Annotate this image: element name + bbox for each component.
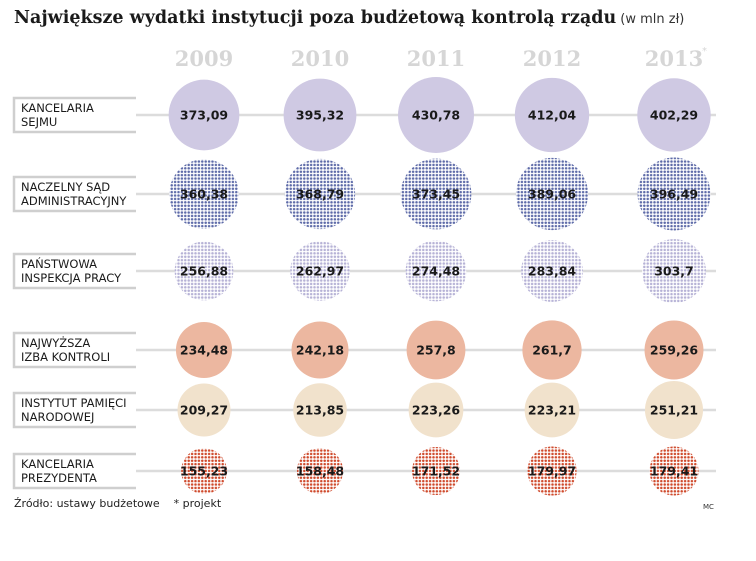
value-label-instytut-pamie-ci-narodowej-2012: 223,21: [528, 403, 576, 418]
bubble-naczelny-sa-d-administracyjny-2010: [284, 158, 356, 230]
year-label-2011: 2011: [407, 46, 465, 71]
year-label-2010: 2010: [291, 46, 349, 71]
row-label-box-kancelaria-sejmu: [12, 96, 136, 134]
row-label-box-pan-stwowa-inspekcja-pracy: [12, 252, 136, 290]
bubble-kancelaria-prezydenta-2010: [296, 447, 344, 495]
bubble-najwyz-sza-izba-kontroli-2012: [522, 320, 582, 380]
value-label-kancelaria-sejmu-2009: 373,09: [180, 108, 228, 123]
value-label-instytut-pamie-ci-narodowej-2009: 209,27: [180, 403, 228, 418]
value-label-pan-stwowa-inspekcja-pracy-2010: 262,97: [296, 264, 344, 279]
row-label-box-kancelaria-prezydenta: [12, 452, 136, 490]
bubble-najwyz-sza-izba-kontroli-2013: [644, 320, 704, 380]
value-label-kancelaria-sejmu-2013: 402,29: [650, 108, 698, 123]
bubble-instytut-pamie-ci-narodowej-2011: [408, 382, 464, 438]
value-label-najwyz-sza-izba-kontroli-2009: 234,48: [180, 343, 228, 358]
value-label-pan-stwowa-inspekcja-pracy-2011: 274,48: [412, 264, 460, 279]
bubble-kancelaria-prezydenta-2009: [181, 448, 227, 494]
value-label-najwyz-sza-izba-kontroli-2013: 259,26: [650, 343, 699, 358]
footnote-text: * projekt: [173, 497, 222, 510]
value-label-pan-stwowa-inspekcja-pracy-2012: 283,84: [528, 264, 577, 279]
bubble-instytut-pamie-ci-narodowej-2013: [644, 380, 704, 440]
year-note-2013: *: [702, 46, 707, 57]
bubble-kancelaria-sejmu-2012: [514, 77, 590, 153]
bubble-najwyz-sza-izba-kontroli-2010: [291, 321, 349, 379]
source-text: Źródło: ustawy budżetowe: [14, 497, 160, 510]
bubble-pan-stwowa-inspekcja-pracy-2013: [642, 239, 706, 303]
row-label-najwyz-sza-izba-kontroli-line2: IZBA KONTROLI: [21, 350, 110, 364]
year-label-2012: 2012: [523, 46, 581, 71]
row-label-kancelaria-sejmu-line1: KANCELARIA: [21, 101, 94, 115]
footer: Źródło: ustawy budżetowe * projekt: [14, 497, 221, 510]
bubbles: 373,09 395,32 430,78 412,04 402,29 360,38 368,…: [168, 77, 711, 496]
value-label-kancelaria-prezydenta-2009: 155,23: [180, 464, 228, 479]
value-label-kancelaria-prezydenta-2011: 171,52: [412, 464, 460, 479]
bubble-naczelny-sa-d-administracyjny-2011: [400, 158, 472, 230]
row-label-box-instytut-pamie-ci-narodowej: [12, 391, 136, 429]
value-label-kancelaria-sejmu-2012: 412,04: [528, 108, 577, 123]
row-label-box-najwyz-sza-izba-kontroli: [12, 331, 136, 369]
row-label-pan-stwowa-inspekcja-pracy-line2: INSPEKCJA PRACY: [21, 271, 122, 285]
year-label-2013: 2013: [645, 46, 703, 71]
row-label-kancelaria-prezydenta-line1: KANCELARIA: [21, 457, 94, 471]
title-text: Największe wydatki instytucji poza budże…: [14, 8, 617, 28]
bubble-naczelny-sa-d-administracyjny-2009: [169, 159, 239, 229]
row-label-kancelaria-sejmu-line2: SEJMU: [21, 115, 57, 129]
bubble-najwyz-sza-izba-kontroli-2009: [175, 321, 233, 379]
value-label-naczelny-sa-d-administracyjny-2010: 368,79: [296, 187, 344, 202]
bubble-instytut-pamie-ci-narodowej-2009: [177, 383, 231, 437]
bubble-pan-stwowa-inspekcja-pracy-2009: [174, 241, 234, 301]
year-labels: 2009 2010 2011 2012 2013*: [175, 46, 707, 71]
value-label-pan-stwowa-inspekcja-pracy-2013: 303,7: [654, 264, 694, 279]
bubble-naczelny-sa-d-administracyjny-2012: [515, 157, 589, 231]
bubble-kancelaria-sejmu-2010: [283, 78, 357, 152]
value-label-instytut-pamie-ci-narodowej-2011: 223,26: [412, 403, 461, 418]
row-label-najwyz-sza-izba-kontroli-line1: NAJWYŻSZA: [21, 335, 90, 350]
value-label-pan-stwowa-inspekcja-pracy-2009: 256,88: [180, 264, 228, 279]
author-credit: MC: [703, 503, 714, 511]
bubble-pan-stwowa-inspekcja-pracy-2011: [405, 240, 467, 302]
row-label-naczelny-sa-d-administracyjny-line2: ADMINISTRACYJNY: [21, 194, 127, 208]
row-label-kancelaria-prezydenta-line2: PREZYDENTA: [21, 471, 97, 485]
bubble-kancelaria-sejmu-2009: [168, 79, 240, 151]
row-label-instytut-pamie-ci-narodowej-line2: NARODOWEJ: [21, 410, 94, 424]
value-label-kancelaria-sejmu-2011: 430,78: [412, 108, 460, 123]
bubble-naczelny-sa-d-administracyjny-2013: [637, 157, 711, 231]
row-label-instytut-pamie-ci-narodowej-line1: INSTYTUT PAMIĘCI: [21, 396, 127, 410]
value-label-instytut-pamie-ci-narodowej-2013: 251,21: [650, 403, 698, 418]
bubble-kancelaria-prezydenta-2013: [649, 446, 699, 496]
row-label-pan-stwowa-inspekcja-pracy-line1: PAŃSTWOWA: [21, 256, 97, 271]
value-label-naczelny-sa-d-administracyjny-2012: 389,06: [528, 187, 577, 202]
value-label-najwyz-sza-izba-kontroli-2012: 261,7: [532, 343, 572, 358]
bubble-pan-stwowa-inspekcja-pracy-2010: [290, 241, 350, 301]
value-label-naczelny-sa-d-administracyjny-2013: 396,49: [650, 187, 698, 202]
bubble-kancelaria-sejmu-2011: [398, 77, 474, 153]
bubble-najwyz-sza-izba-kontroli-2011: [406, 320, 466, 380]
chart-title: Największe wydatki instytucji poza budże…: [14, 8, 684, 28]
bubble-instytut-pamie-ci-narodowej-2010: [293, 383, 347, 437]
value-label-kancelaria-prezydenta-2010: 158,48: [296, 464, 344, 479]
year-label-2009: 2009: [175, 46, 233, 71]
value-label-kancelaria-prezydenta-2012: 179,97: [528, 464, 576, 479]
row-label-naczelny-sa-d-administracyjny-line1: NACZELNY SĄD: [21, 180, 110, 194]
row-label-box-naczelny-sa-d-administracyjny: [12, 175, 136, 213]
bubble-kancelaria-prezydenta-2011: [412, 447, 460, 495]
value-label-instytut-pamie-ci-narodowej-2010: 213,85: [296, 403, 344, 418]
value-label-kancelaria-prezydenta-2013: 179,41: [650, 464, 698, 479]
value-label-naczelny-sa-d-administracyjny-2009: 360,38: [180, 187, 228, 202]
value-label-najwyz-sza-izba-kontroli-2010: 242,18: [296, 343, 344, 358]
value-label-kancelaria-sejmu-2010: 395,32: [296, 108, 344, 123]
bubble-kancelaria-prezydenta-2012: [527, 446, 577, 496]
bubble-pan-stwowa-inspekcja-pracy-2012: [521, 240, 583, 302]
bubble-instytut-pamie-ci-narodowej-2012: [524, 382, 580, 438]
title-unit: (w mln zł): [620, 12, 685, 27]
bubble-kancelaria-sejmu-2013: [637, 78, 711, 152]
value-label-najwyz-sza-izba-kontroli-2011: 257,8: [416, 343, 456, 358]
value-label-naczelny-sa-d-administracyjny-2011: 373,45: [412, 187, 460, 202]
